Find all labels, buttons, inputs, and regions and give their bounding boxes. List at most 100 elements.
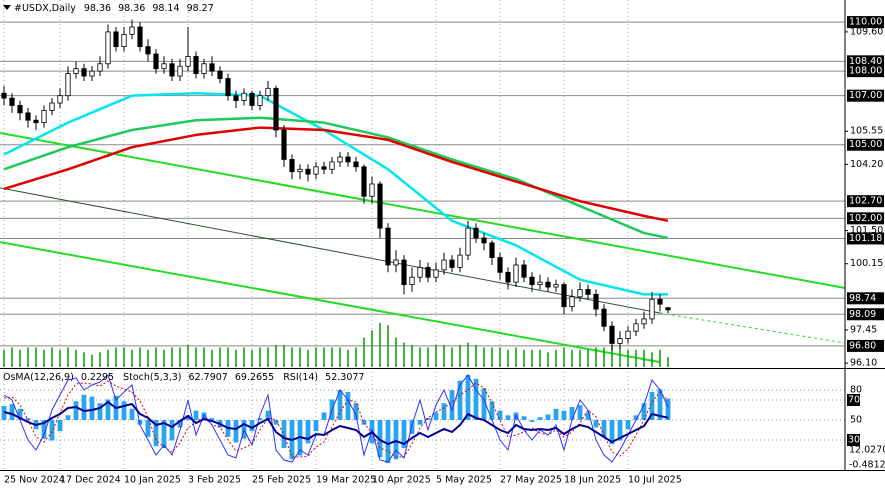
menu-arrow-icon[interactable] [3,5,11,10]
osma-bar [305,420,311,444]
candle-body [409,276,415,285]
candle-body [329,161,335,170]
y-tick-label: 96.10 [850,358,877,369]
y-tick-label: 104.20 [850,159,883,170]
candle-body [65,73,71,97]
osma-bar [273,420,279,425]
back-layer [0,0,845,470]
level-label-box [847,308,884,321]
rsi-label: RSI(14) [283,372,318,383]
candle-body [529,276,535,285]
candle-body [457,254,463,268]
osma-bar [529,420,535,422]
rsi-value: 52.3077 [325,372,364,383]
candle-body [289,159,295,173]
osma-scale-min: -0.4812 [849,460,885,471]
level-label-box [847,89,884,102]
level-label-box [847,138,884,151]
osma-bar [625,420,631,430]
osma-bar [465,375,471,420]
osma-bar [161,420,167,449]
osma-bar [553,408,559,420]
level-label-box [847,212,884,225]
osma-bar [209,418,215,420]
candle-body [137,26,143,48]
candle-body [297,168,303,173]
osma-bar [473,378,479,420]
osma-bar [497,410,503,420]
trend-line [659,312,846,344]
osma-bar [97,403,103,420]
candle-body [633,323,639,332]
candle-body [233,95,239,101]
x-tick-label: 3 Feb 2025 [188,475,241,486]
candle-body [537,281,543,285]
level-label: 98.09 [849,309,876,320]
osma-bar [481,388,487,420]
stoch-label: Stoch(5,3,3) [123,372,181,383]
candle-body [49,102,55,111]
candle-body [417,266,423,278]
candle-body [89,70,95,77]
trend-line [0,131,846,289]
candle-body [625,330,631,339]
osma-bar [649,391,655,420]
oscillator-level-label: 30 [848,435,860,446]
level-label-box [847,195,884,208]
osma-bar [665,398,671,420]
stoch-signal-line [3,380,669,458]
level-label: 102.00 [849,213,882,224]
osma-bar [361,420,367,425]
level-label-box [847,65,884,78]
osma-bar [617,420,623,441]
osma-bar [313,420,319,432]
oscillator-level-box [847,394,860,406]
osma-bar [129,408,135,420]
candle-body [113,31,119,48]
osma-bar [177,420,183,428]
candle-body [81,68,87,77]
candle-body [105,31,111,65]
candle-body [249,92,255,106]
osma-bar [257,418,263,420]
candle-body [505,271,511,283]
symbol-title: #USDX,Daily [14,3,76,14]
candle-body [489,242,495,258]
osma-bar [353,403,359,420]
candle-body [185,56,191,67]
candle-body [217,70,223,79]
candle-body [305,168,311,175]
stoch-signal-value: 69.2655 [235,372,274,383]
level-label: 98.74 [849,293,876,304]
level-label: 101.18 [849,233,882,244]
osma-scale-max: 12.0270 [849,445,885,456]
candle-body [521,264,527,278]
osma-bar [505,415,511,420]
osma-bar [441,403,447,420]
candle-body [161,63,167,70]
osma-bar [457,380,463,420]
candle-body [241,92,247,101]
candle-body [617,338,623,344]
candle-body [57,95,63,104]
candle-body [577,289,583,298]
candle-body [585,289,591,295]
candle-body [17,105,23,114]
osma-bar [345,391,351,420]
level-label: 102.70 [849,196,882,207]
candle-body [353,161,359,168]
candle-body [209,63,215,72]
osma-bar [81,394,87,420]
x-tick-label: 17 Dec 2024 [60,475,121,486]
osma-bar [537,417,543,420]
osma-bar [281,420,287,449]
candle-body [225,78,231,97]
candle-body [281,129,287,160]
candle-body [649,298,655,320]
candle-body [513,264,519,283]
candle-body [9,97,15,106]
candle-body [665,307,671,311]
candle-body [473,227,479,239]
osma-bar [265,410,271,420]
